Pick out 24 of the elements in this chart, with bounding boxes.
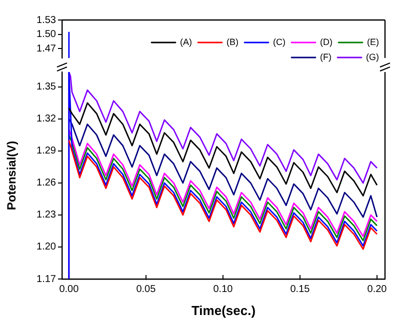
legend-label: (G) [366, 52, 380, 62]
y-tick-label: 1.26 [36, 178, 56, 189]
y-tick-label: 1.35 [36, 82, 56, 93]
y-tick-label: 1.20 [36, 242, 56, 253]
x-tick-label: 0.15 [290, 284, 310, 295]
legend-label: (B) [226, 36, 239, 47]
legend-label: (E) [367, 36, 380, 47]
legend-label: (C) [273, 36, 286, 47]
x-tick-label: 0.10 [213, 284, 234, 295]
y-tick-label: 1.47 [36, 43, 56, 54]
x-axis-title: Time(sec.) [191, 302, 256, 318]
y-tick-label: 1.17 [36, 274, 56, 285]
y-tick-label: 1.32 [36, 114, 56, 125]
y-tick-label: 1.23 [36, 210, 56, 221]
y-axis-title: Potensial(V) [4, 140, 19, 210]
y-tick-label: 1.29 [36, 146, 56, 157]
x-tick-label: 0.20 [367, 284, 388, 295]
y-tick-label: 1.50 [36, 29, 56, 40]
legend-label: (F) [320, 52, 332, 62]
x-tick-label: 0.00 [59, 284, 80, 295]
legend-label: (D) [320, 36, 333, 47]
y-tick-label: 1.53 [36, 14, 56, 26]
legend-label: (A) [180, 36, 192, 47]
x-tick-label: 0.05 [136, 284, 156, 295]
